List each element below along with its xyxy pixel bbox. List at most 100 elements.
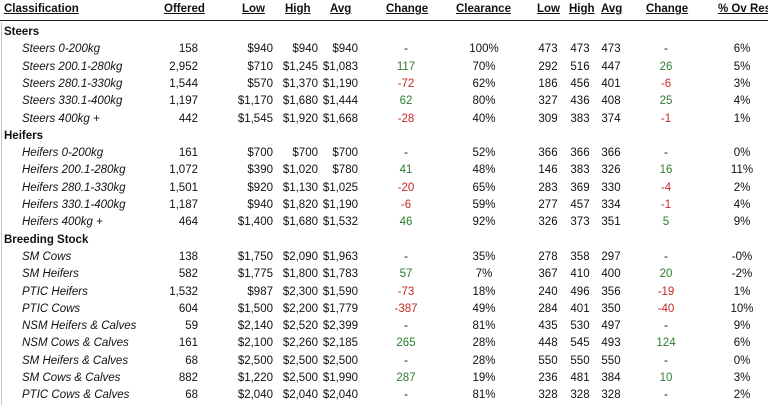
low2-cell: 283 <box>538 181 558 194</box>
off-cell: 882 <box>178 372 198 384</box>
low-cell: $1,500 <box>237 302 273 315</box>
classification-cell: Heifers 330.1-400kg <box>22 199 126 211</box>
off-cell: 68 <box>185 354 198 367</box>
low-cell: $1,775 <box>237 268 273 281</box>
table-row: PTIC Heifers 1,532 $987 $2,300 $1,590 -73 18% 2… <box>0 284 768 301</box>
high2-cell: 516 <box>570 60 590 73</box>
chg-cell: 117 <box>396 60 416 73</box>
off-cell: 1,197 <box>169 95 198 108</box>
off-cell: 59 <box>185 320 198 333</box>
high2-cell: 550 <box>570 354 590 367</box>
low-cell: $920 <box>247 181 273 194</box>
chg2-cell: -4 <box>660 181 672 194</box>
header-clearance: Clearance <box>456 3 511 15</box>
ov-cell: 3% <box>733 77 751 90</box>
ov-cell: 11% <box>730 164 754 177</box>
high2-cell: 328 <box>570 389 590 402</box>
table-row: NSM Heifers & Calves 59 $2,140 $2,520 $2,399… <box>0 318 768 335</box>
classification-cell: Steers 0-200kg <box>22 43 100 56</box>
classification-cell: Steers 400kg + <box>22 112 100 125</box>
high2-cell: 545 <box>570 337 590 350</box>
section-row: Breeding Stock <box>0 232 768 249</box>
table-row: SM Cows & Calves 882 $1,220 $2,500 $1,990 287… <box>0 370 768 387</box>
clr-cell: 65% <box>472 181 496 194</box>
chg-cell: -20 <box>397 181 415 194</box>
low-cell: $2,140 <box>237 320 273 333</box>
high2-cell: 383 <box>570 112 590 125</box>
clr-cell: 100% <box>469 43 499 56</box>
clr-cell: 81% <box>472 389 496 402</box>
chg2-cell: 26 <box>659 60 673 73</box>
clr-cell: 92% <box>472 216 496 229</box>
high-cell: $1,820 <box>282 199 318 211</box>
ov-cell: 2% <box>733 181 751 194</box>
high2-cell: 436 <box>570 95 590 108</box>
chg2-cell: - <box>664 147 668 160</box>
low2-cell: 550 <box>538 354 558 367</box>
avg2-cell: 408 <box>601 95 621 108</box>
high-cell: $1,680 <box>282 95 318 108</box>
section-row: Steers <box>0 24 768 41</box>
avg2-cell: 350 <box>601 302 621 315</box>
low2-cell: 327 <box>538 95 558 108</box>
avg2-cell: 366 <box>601 147 621 160</box>
high2-cell: 473 <box>570 43 590 56</box>
left-border <box>1 22 2 405</box>
avg-cell: $1,783 <box>322 268 358 281</box>
low2-cell: 326 <box>538 216 558 229</box>
table-row: Heifers 400kg + 464 $1,400 $1,680 $1,532 46 92… <box>0 214 768 231</box>
table-header: Classification Offered Low High Avg Chan… <box>0 0 768 21</box>
high2-cell: 366 <box>570 147 590 160</box>
high2-cell: 369 <box>570 181 590 194</box>
low2-cell: 284 <box>538 302 558 315</box>
table-row: Steers 0-200kg 158 $940 $940 $940 - 100% 473 473… <box>0 41 768 58</box>
high2-cell: 410 <box>570 268 590 281</box>
avg2-cell: 356 <box>601 285 621 298</box>
avg-cell: $780 <box>332 164 358 177</box>
ov-cell: 10% <box>730 302 754 315</box>
avg2-cell: 334 <box>601 199 621 211</box>
high-cell: $2,520 <box>282 320 318 333</box>
avg2-cell: 447 <box>601 60 621 73</box>
clr-cell: 40% <box>472 112 496 125</box>
chg-cell: 41 <box>399 164 413 177</box>
avg2-cell: 351 <box>601 216 621 229</box>
avg2-cell: 473 <box>601 43 621 56</box>
low-cell: $1,400 <box>237 216 273 229</box>
section-title: Steers <box>4 26 40 38</box>
chg2-cell: -1 <box>660 112 672 125</box>
clr-cell: 7% <box>475 268 493 281</box>
classification-cell: PTIC Cows & Calves <box>22 389 130 402</box>
table-row: Steers 200.1-280kg 2,952 $710 $1,245 $1,083 1… <box>0 59 768 76</box>
low-cell: $1,750 <box>237 250 273 263</box>
high2-cell: 401 <box>570 302 590 315</box>
high2-cell: 496 <box>570 285 590 298</box>
off-cell: 2,952 <box>169 60 198 73</box>
classification-cell: Heifers 280.1-330kg <box>22 181 126 194</box>
clr-cell: 59% <box>472 199 496 211</box>
avg2-cell: 401 <box>601 77 621 90</box>
off-cell: 442 <box>178 112 198 125</box>
off-cell: 1,501 <box>169 181 198 194</box>
ov-cell: -2% <box>731 268 753 281</box>
low-cell: $570 <box>247 77 273 90</box>
header-avg-cpkg: Avg <box>601 3 623 15</box>
chg2-cell: 25 <box>659 95 673 108</box>
classification-cell: Heifers 400kg + <box>22 216 103 229</box>
low2-cell: 186 <box>538 77 558 90</box>
low2-cell: 236 <box>538 372 558 384</box>
low2-cell: 146 <box>538 164 558 177</box>
avg-cell: $2,185 <box>322 337 358 350</box>
high2-cell: 373 <box>570 216 590 229</box>
low-cell: $1,545 <box>237 112 273 125</box>
classification-cell: Heifers 200.1-280kg <box>22 164 126 177</box>
off-cell: 138 <box>178 250 198 263</box>
chg2-cell: - <box>664 250 668 263</box>
chg2-cell: 10 <box>659 372 673 384</box>
chg2-cell: - <box>664 43 668 56</box>
table-row: Heifers 330.1-400kg 1,187 $940 $1,820 $1,190… <box>0 197 768 214</box>
chg-cell: 287 <box>396 372 416 384</box>
off-cell: 604 <box>178 302 198 315</box>
chg-cell: - <box>404 354 408 367</box>
high-cell: $940 <box>292 43 318 56</box>
